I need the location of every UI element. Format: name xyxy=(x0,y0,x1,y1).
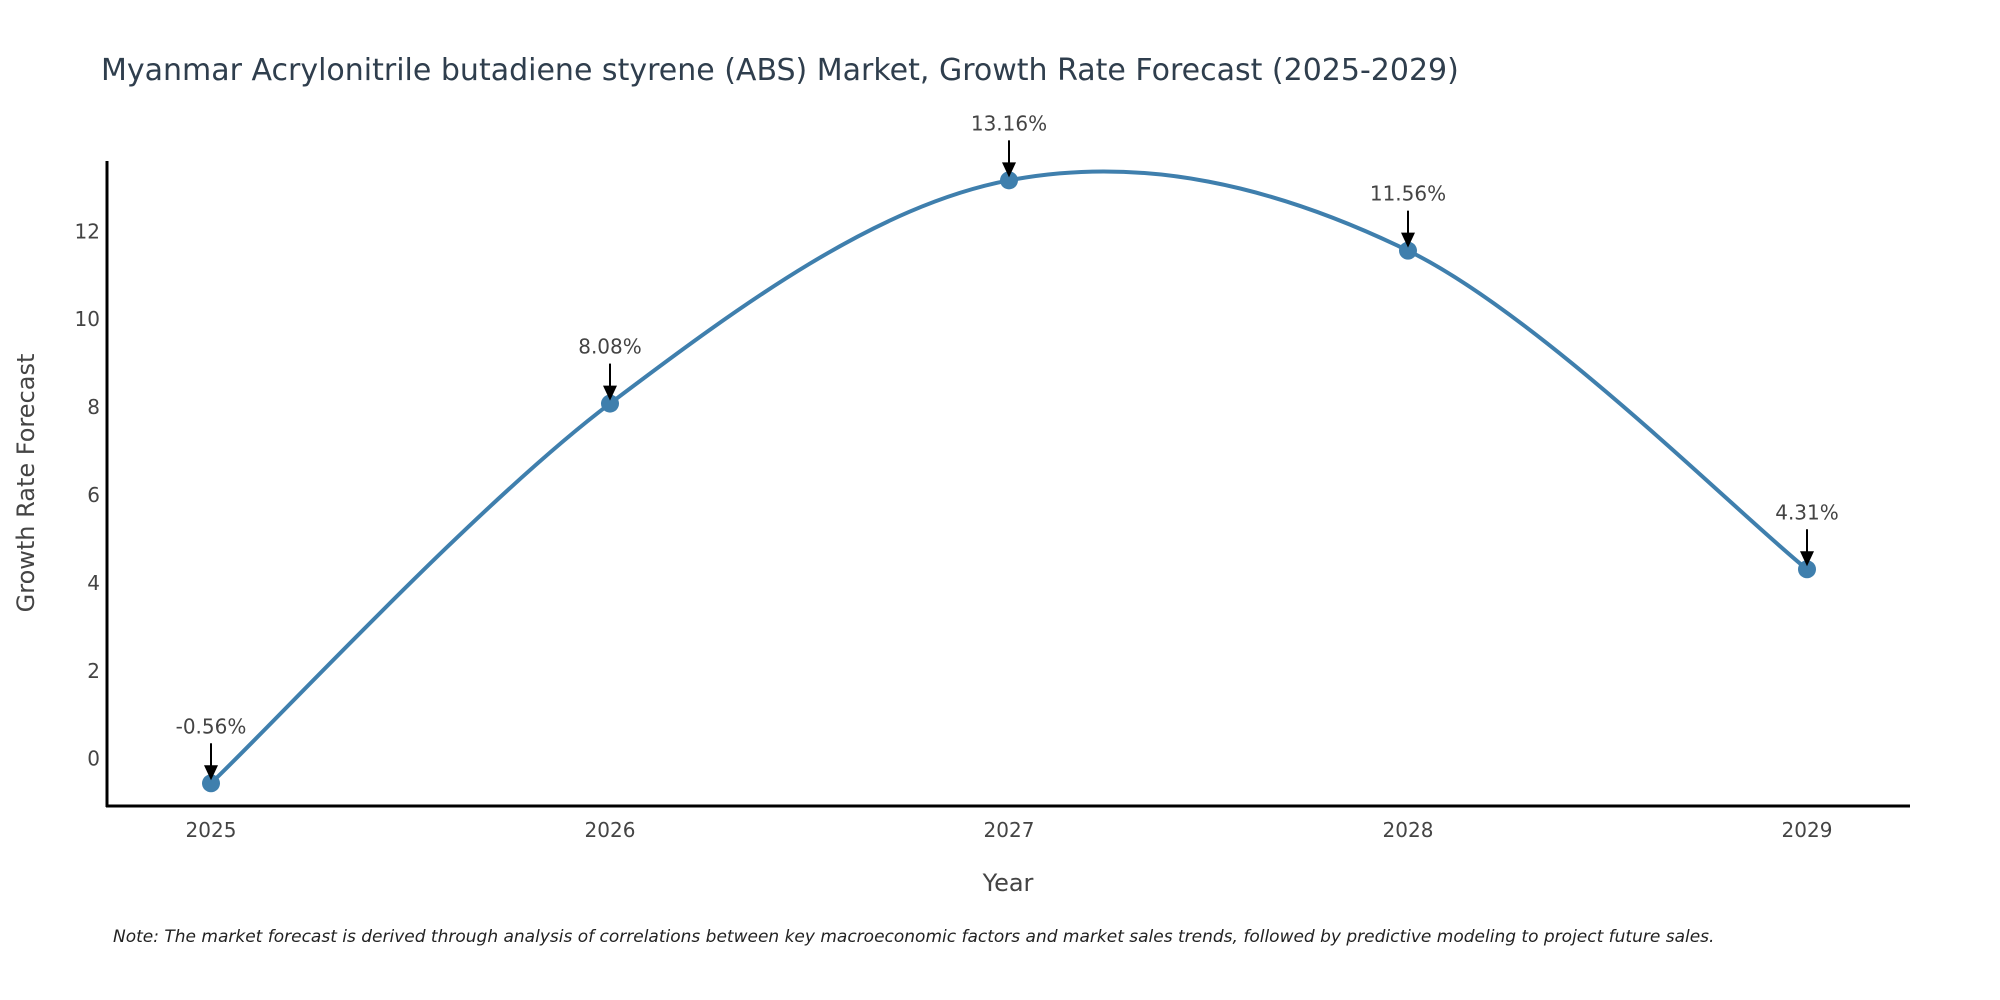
annotation-arrowhead xyxy=(1401,232,1415,248)
data-label: 4.31% xyxy=(1775,500,1839,524)
data-label: -0.56% xyxy=(176,714,247,738)
annotation-arrowhead xyxy=(1800,551,1814,567)
data-label: 11.56% xyxy=(1370,182,1446,206)
x-axis-ticks: 2025 2026 2027 2028 2029 xyxy=(186,818,1833,842)
annotation-arrowhead xyxy=(603,385,617,401)
x-tick-label: 2025 xyxy=(186,818,237,842)
chart-title: Myanmar Acrylonitrile butadiene styrene … xyxy=(101,53,1459,88)
y-tick-label: 6 xyxy=(87,483,100,507)
y-tick-label: 2 xyxy=(87,659,100,683)
footnote: Note: The market forecast is derived thr… xyxy=(113,927,1714,947)
y-axis-title: Growth Rate Forecast xyxy=(12,354,40,613)
x-tick-label: 2027 xyxy=(984,818,1035,842)
data-point xyxy=(202,774,220,793)
x-tick-label: 2029 xyxy=(1782,818,1833,842)
annotation-arrowhead xyxy=(1002,162,1016,178)
data-point xyxy=(1399,241,1417,260)
y-axis-ticks: 0 2 4 6 8 10 12 xyxy=(75,219,100,770)
data-point xyxy=(601,394,619,413)
y-tick-label: 0 xyxy=(87,747,100,771)
x-axis-title: Year xyxy=(982,869,1034,897)
y-tick-label: 8 xyxy=(87,395,100,419)
x-tick-label: 2026 xyxy=(585,818,636,842)
x-tick-label: 2028 xyxy=(1383,818,1434,842)
y-tick-label: 10 xyxy=(75,307,100,331)
data-label: 13.16% xyxy=(971,111,1047,135)
data-point xyxy=(1798,560,1816,579)
data-markers xyxy=(202,171,1816,793)
series-line xyxy=(209,169,1809,786)
y-tick-label: 12 xyxy=(75,219,100,243)
annotation-arrowhead xyxy=(204,765,218,781)
data-point xyxy=(1000,171,1018,190)
data-annotations: -0.56% 8.08% 13.16% 11.56% 4.31% xyxy=(176,111,1839,781)
y-tick-label: 4 xyxy=(87,571,100,595)
data-label: 8.08% xyxy=(578,335,642,359)
